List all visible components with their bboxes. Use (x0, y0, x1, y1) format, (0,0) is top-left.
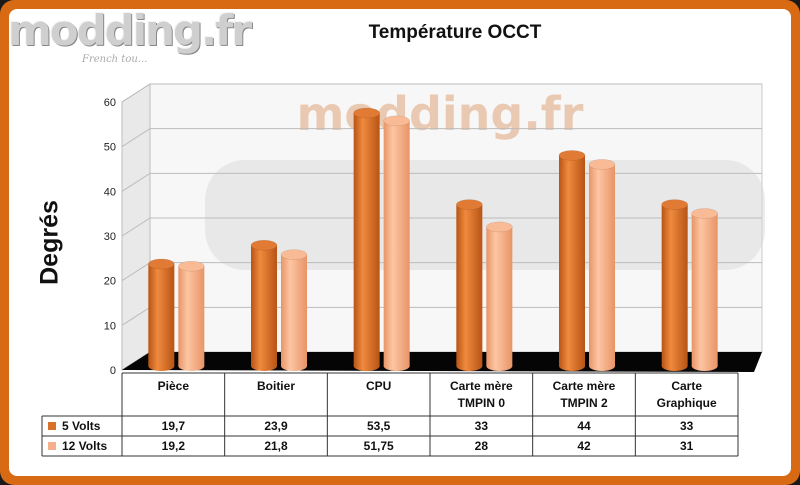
bar-12v (691, 213, 718, 366)
bar-5v-top (353, 107, 380, 119)
bar-5v-base (148, 361, 175, 371)
watermark-center-text: modding.fr (296, 87, 583, 141)
bar-5v (661, 204, 688, 366)
bar-5v (456, 204, 483, 366)
y-tick-label: 50 (104, 142, 116, 154)
y-tick-label: 30 (104, 231, 116, 243)
bar-5v-base (559, 361, 585, 371)
legend-label: 5 Volts (62, 419, 101, 433)
bar-5v (148, 264, 175, 366)
watermark-logo: modding.fr (8, 6, 252, 55)
bar-12v (383, 120, 410, 366)
x-tick-label: Graphique (657, 396, 717, 410)
bar-5v-top (456, 199, 483, 210)
gridline (121, 83, 762, 103)
x-tick-label: TMPIN 0 (458, 396, 506, 410)
y-axis-label: Degrés (35, 200, 64, 285)
data-label: 44 (577, 419, 591, 433)
x-tick-label: Carte mère (553, 379, 616, 393)
data-label: 33 (475, 419, 489, 433)
bar-5v-top (250, 239, 278, 251)
bar-5v-base (251, 361, 277, 371)
legend-label: 12 Volts (62, 439, 107, 453)
watermark-device (205, 160, 765, 270)
data-label: 19,7 (162, 419, 186, 433)
bar-5v (251, 245, 277, 366)
bar-12v (281, 254, 307, 366)
x-tick-label: TMPIN 2 (560, 396, 608, 410)
bar-12v-top (486, 221, 513, 233)
x-tick-label: Carte (671, 379, 702, 393)
bar-12v-base (281, 361, 307, 371)
data-label: 51,75 (364, 439, 394, 453)
data-label: 53,5 (367, 419, 391, 433)
data-label: 42 (577, 439, 591, 453)
bar-12v (486, 226, 513, 366)
bar-5v-base (456, 361, 483, 371)
bar-5v-base (661, 361, 688, 371)
bar-12v-base (691, 361, 718, 371)
legend-swatch (48, 422, 56, 430)
bar-12v (589, 164, 615, 366)
bar-5v-base (353, 361, 380, 371)
data-label: 28 (475, 439, 489, 453)
bar-5v (559, 155, 585, 366)
bar-12v-base (178, 361, 205, 371)
bar-12v (178, 266, 205, 366)
gridline (121, 128, 762, 148)
watermark-logo-subtitle: French tou... (82, 54, 148, 65)
y-tick-label: 40 (104, 186, 116, 198)
x-tick-label: CPU (366, 379, 391, 393)
x-tick-label: Boitier (257, 379, 295, 393)
bar-12v-top (383, 115, 410, 127)
bar-5v (353, 113, 380, 367)
y-tick-label: 0 (110, 365, 116, 377)
chart-title: Température OCCT (368, 22, 542, 43)
data-label: 21,8 (264, 439, 288, 453)
gridline (121, 217, 762, 237)
bar-12v-top (280, 249, 308, 260)
bar-12v-base (589, 361, 615, 371)
bar-12v-top (588, 159, 616, 170)
bar-12v-top (178, 260, 205, 272)
data-label: 33 (680, 419, 694, 433)
gridline (121, 172, 762, 192)
y-tick-label: 60 (104, 97, 116, 109)
bar-12v-top (691, 208, 718, 219)
x-tick-label: Pièce (158, 379, 190, 393)
x-tick-label: Carte mère (450, 379, 513, 393)
data-label: 23,9 (264, 419, 288, 433)
bar-12v-base (486, 361, 513, 371)
y-tick-label: 10 (104, 320, 116, 332)
bar-5v-top (148, 258, 175, 270)
bar-5v-top (661, 199, 688, 210)
data-label: 19,2 (162, 439, 186, 453)
bar-5v-top (558, 150, 586, 161)
legend-swatch (48, 442, 56, 450)
y-tick-label: 20 (104, 276, 116, 288)
data-label: 31 (680, 439, 694, 453)
bar-12v-base (383, 361, 410, 371)
